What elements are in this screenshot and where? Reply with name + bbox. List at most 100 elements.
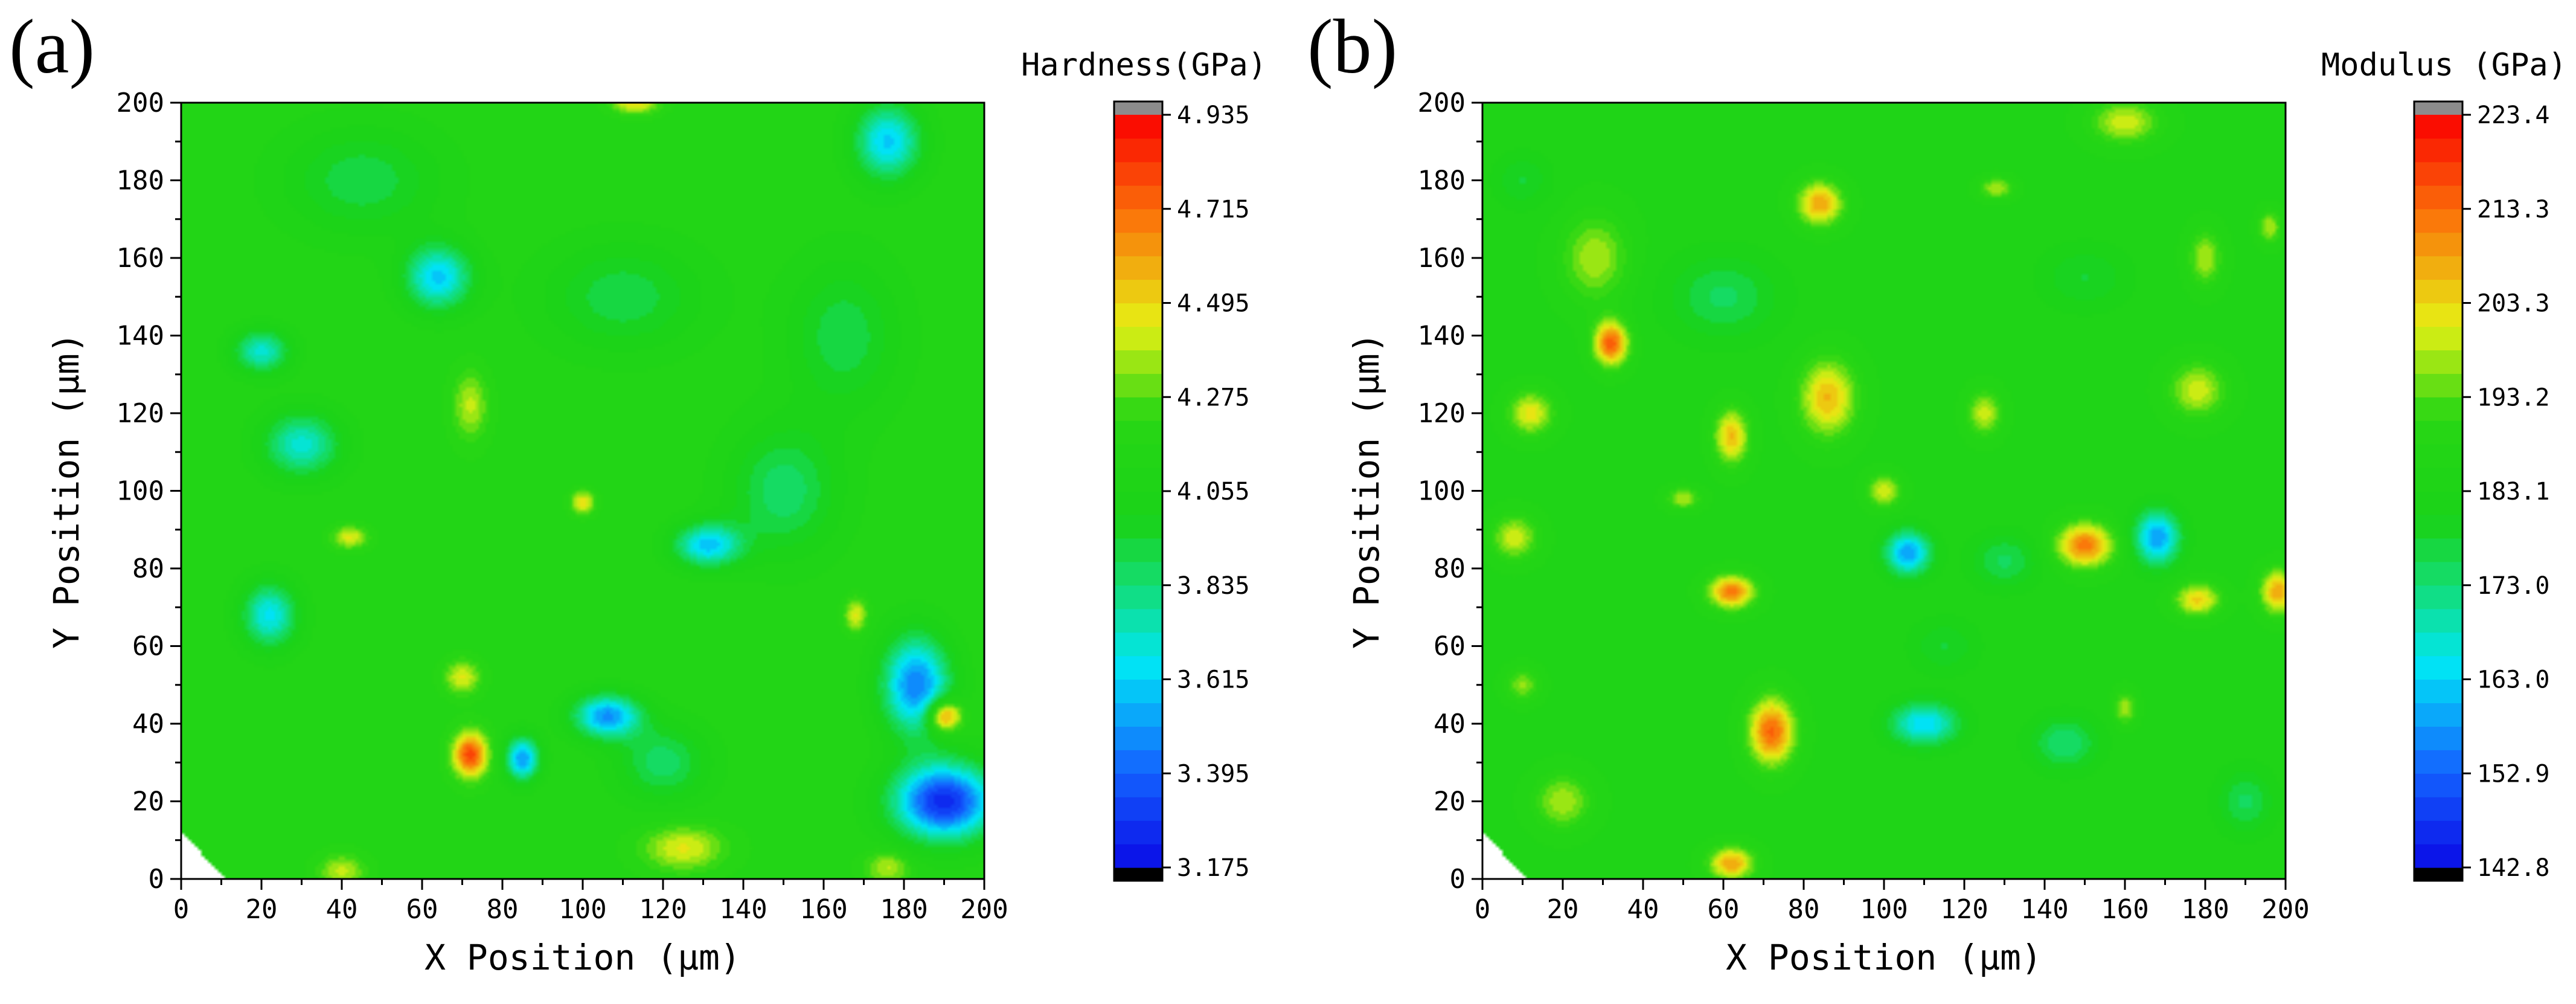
colorbar-level [2414,679,2462,704]
colorbar-tick-label: 4.055 [1177,478,1249,506]
colorbar-level [2414,655,2462,680]
colorbar-level [1114,491,1162,515]
y-tick-label: 120 [117,398,164,429]
colorbar-level [1114,773,1162,797]
colorbar-tick-label: 4.715 [1177,196,1249,224]
colorbar-level [2414,208,2462,233]
y-tick-label: 20 [1434,787,1466,817]
colorbar-level [1114,608,1162,633]
colorbar-level [1114,256,1162,280]
x-tick-label: 200 [960,894,1008,925]
colorbar-level [1114,632,1162,657]
colorbar-tick-label: 3.615 [1177,666,1249,694]
colorbar-level [1114,326,1162,350]
colorbar-level [1114,585,1162,610]
colorbar: 223.4 213.3 203.3 193.2 183.1 173.0 163.0 152.9… [2321,47,2567,882]
x-tick-label: 60 [1708,894,1740,925]
x-tick-label: 60 [406,894,438,925]
panel-b: (b) 0 20 40 60 80 100 120 140 160 180 200 0 20 40 60 80 1… [1307,4,2567,978]
y-tick-label: 180 [1418,166,1466,196]
colorbar-title: Hardness(GPa) [1021,47,1267,83]
x-tick-label: 0 [1475,894,1491,925]
colorbar-tick-label: 152.9 [2477,760,2549,788]
x-tick-label: 160 [799,894,847,925]
colorbar-level [2414,608,2462,633]
colorbar-level [1114,844,1162,868]
colorbar-level [1114,820,1162,845]
y-tick-label: 120 [1418,398,1466,429]
y-tick-label: 60 [132,631,164,662]
x-tick-label: 160 [2101,894,2148,925]
colorbar-level [1114,726,1162,750]
colorbar-level [1114,185,1162,210]
x-tick-label: 140 [2020,894,2068,925]
x-tick-label: 200 [2261,894,2309,925]
y-tick-label: 80 [132,553,164,584]
x-tick-label: 120 [1940,894,1988,925]
colorbar-tick-label: 203.3 [2477,290,2549,318]
y-tick-label: 180 [117,166,164,196]
colorbar-level [2414,773,2462,797]
colorbar-title: Modulus (GPa) [2321,47,2567,83]
colorbar-level [1114,538,1162,562]
colorbar-tick-label: 3.835 [1177,572,1249,600]
colorbar-level [2414,444,2462,468]
colorbar-tick-label: 193.2 [2477,384,2549,411]
y-tick-label: 0 [149,864,165,895]
y-tick-label: 40 [132,709,164,739]
x-tick-label: 40 [326,894,358,925]
y-tick-label: 140 [117,321,164,352]
colorbar-level [2414,279,2462,304]
y-tick-label: 100 [117,476,164,507]
panel-label: (a) [9,4,95,89]
x-tick-label: 80 [1788,894,1820,925]
y-axis-title: Y Position (μm) [46,332,87,649]
colorbar-level [1114,373,1162,397]
colorbar-level [1114,350,1162,374]
colorbar-level [1114,115,1162,139]
colorbar-tick-label: 4.495 [1177,290,1249,318]
colorbar-level [2414,161,2462,186]
colorbar-level [2414,844,2462,868]
colorbar-level [2414,397,2462,421]
colorbar-over-cap [2414,101,2462,115]
y-tick-label: 160 [117,243,164,274]
y-tick-label: 140 [1418,321,1466,352]
colorbar-level [1114,397,1162,421]
y-axis-title: Y Position (μm) [1346,332,1387,649]
colorbar-level [1114,420,1162,445]
colorbar-level [1114,444,1162,468]
x-tick-label: 180 [880,894,928,925]
x-tick-label: 80 [487,894,519,925]
colorbar-tick-label: 183.1 [2477,478,2549,506]
colorbar-level [2414,373,2462,397]
colorbar-level [2414,750,2462,774]
colorbar-level [2414,185,2462,210]
colorbar-tick-label: 142.8 [2477,854,2549,882]
contour-map [181,103,984,879]
x-tick-label: 20 [1547,894,1579,925]
y-tick-label: 100 [1418,476,1466,507]
colorbar-tick-label: 4.935 [1177,101,1249,129]
colorbar-level [2414,797,2462,821]
colorbar-level [2414,326,2462,350]
colorbar-level [2414,115,2462,139]
x-tick-label: 100 [1860,894,1908,925]
panel-label: (b) [1307,4,1397,89]
colorbar-level [2414,538,2462,562]
panel-a: (a) 0 20 40 60 80 100 120 140 160 180 200 0 20 40 60 80 1… [9,4,1267,978]
colorbar-level [2414,303,2462,327]
colorbar-under-cap [1114,867,1162,881]
colorbar-tick-label: 3.395 [1177,760,1249,788]
y-tick-label: 20 [132,787,164,817]
colorbar-level [2414,232,2462,257]
colorbar-tick-label: 223.4 [2477,101,2549,129]
colorbar-level [1114,750,1162,774]
colorbar-tick-label: 173.0 [2477,572,2549,600]
colorbar-under-cap [2414,867,2462,881]
x-tick-label: 120 [639,894,687,925]
colorbar-level [1114,797,1162,821]
colorbar-level [1114,161,1162,186]
colorbar-level [1114,138,1162,163]
y-tick-label: 40 [1434,709,1466,739]
